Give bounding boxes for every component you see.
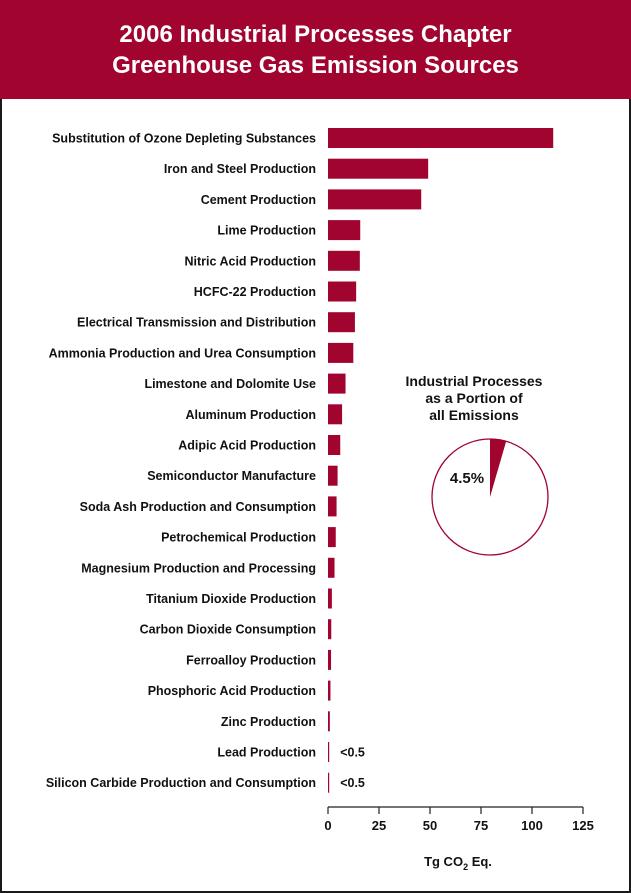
bar <box>328 527 336 548</box>
bar <box>328 772 330 793</box>
pie-outline <box>431 438 549 556</box>
category-label: Zinc Production <box>221 715 316 729</box>
x-axis-label: Tg CO2 Eq. <box>424 854 492 872</box>
bar <box>328 189 422 210</box>
data-label: <0.5 <box>340 776 365 790</box>
x-tick-label: 125 <box>572 818 594 833</box>
category-label: Substitution of Ozone Depleting Substanc… <box>52 132 316 146</box>
data-label: <0.5 <box>340 746 365 760</box>
category-label: Limestone and Dolomite Use <box>144 377 316 391</box>
bar <box>328 312 355 333</box>
bar <box>328 128 554 148</box>
bar <box>328 619 332 640</box>
x-tick-label: 50 <box>423 818 437 833</box>
category-label: Electrical Transmission and Distribution <box>77 316 316 330</box>
bar <box>328 649 332 670</box>
bar <box>328 711 330 732</box>
category-label: Nitric Acid Production <box>185 254 317 268</box>
category-label: Lead Production <box>217 746 316 760</box>
bar <box>328 588 332 609</box>
chart-title-line-1: 2006 Industrial Processes Chapter <box>119 20 512 48</box>
category-label: Phosphoric Acid Production <box>148 684 316 698</box>
category-label: HCFC-22 Production <box>194 285 316 299</box>
bar <box>328 680 331 701</box>
pie-slice <box>431 439 548 555</box>
bar <box>328 742 330 762</box>
category-label: Ammonia Production and Urea Consumption <box>49 346 316 360</box>
category-label: Aluminum Production <box>185 408 316 422</box>
pie-slice-label: 4.5% <box>450 470 484 487</box>
pie-title-line: all Emissions <box>429 407 519 423</box>
bar <box>328 373 346 394</box>
category-label: Semiconductor Manufacture <box>147 469 316 483</box>
category-label: Adipic Acid Production <box>178 439 316 453</box>
category-label: Lime Production <box>217 224 316 238</box>
bar <box>328 435 341 455</box>
pie-title-line: Industrial Processes <box>406 373 543 389</box>
pie-title-line: as a Portion of <box>425 390 523 406</box>
category-label: Soda Ash Production and Consumption <box>80 500 316 514</box>
category-label: Titanium Dioxide Production <box>146 592 316 606</box>
bar <box>328 496 337 517</box>
bar <box>328 220 361 241</box>
bar <box>328 465 338 486</box>
category-label: Ferroalloy Production <box>186 653 316 667</box>
x-tick-label: 25 <box>372 818 386 833</box>
bar <box>328 404 343 425</box>
x-tick-label: 0 <box>324 818 331 833</box>
bar <box>328 250 360 271</box>
category-label: Carbon Dioxide Consumption <box>140 623 316 637</box>
bar-chart: Substitution of Ozone Depleting Substanc… <box>46 128 594 872</box>
category-label: Iron and Steel Production <box>164 162 316 176</box>
category-label: Magnesium Production and Processing <box>81 561 316 575</box>
category-label: Cement Production <box>201 193 316 207</box>
category-label: Silicon Carbide Production and Consumpti… <box>46 776 316 790</box>
chart-title-line-2: Greenhouse Gas Emission Sources <box>112 51 519 79</box>
x-tick-label: 100 <box>521 818 543 833</box>
category-label: Petrochemical Production <box>161 531 316 545</box>
bar <box>328 158 429 179</box>
chart-header: 2006 Industrial Processes Chapter Greenh… <box>0 0 631 99</box>
bar <box>328 342 354 363</box>
bar <box>328 557 335 578</box>
x-tick-label: 75 <box>474 818 488 833</box>
bar <box>328 281 357 302</box>
